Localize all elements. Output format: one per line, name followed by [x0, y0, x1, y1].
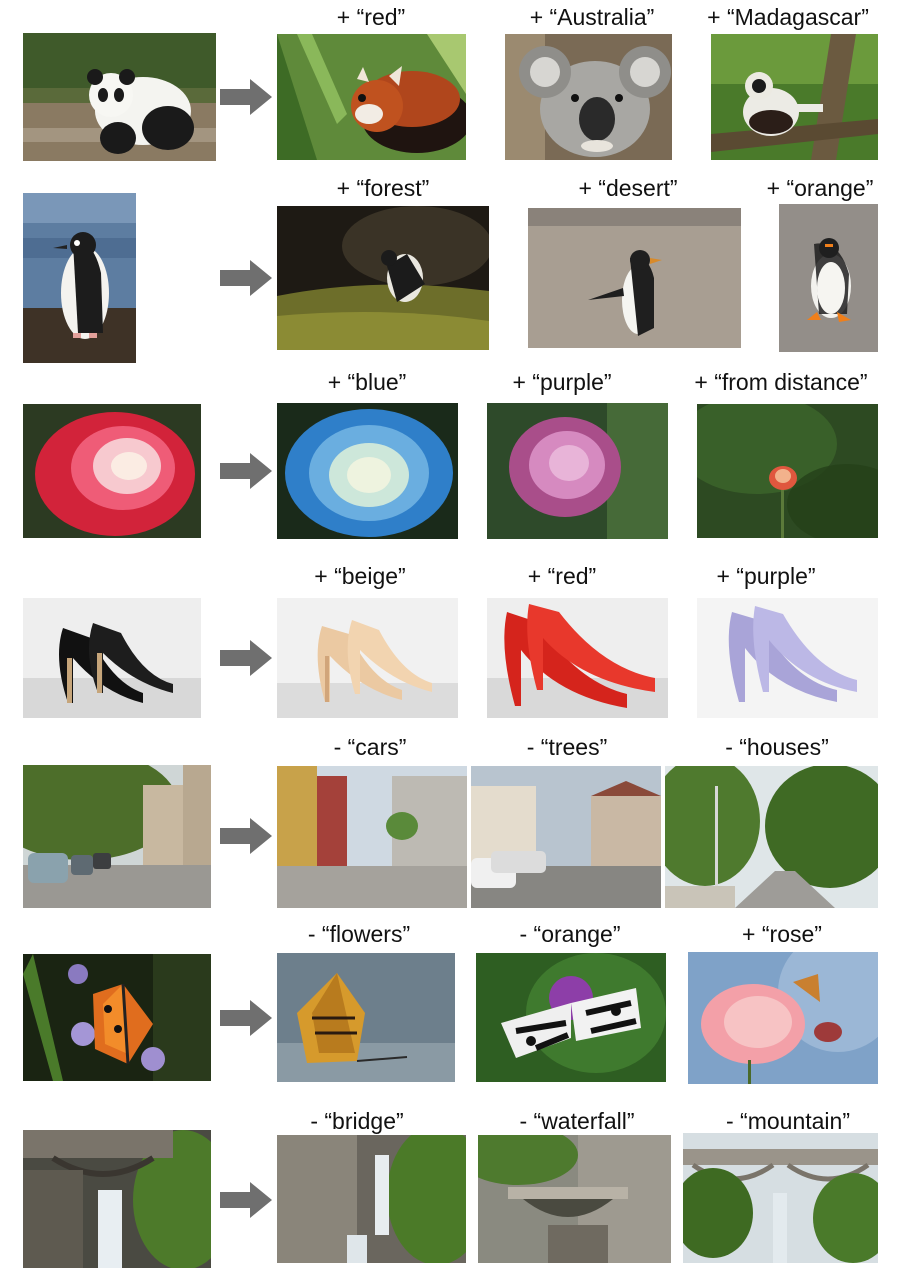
- edited-image-penguin-orange: [779, 204, 878, 352]
- arrow-icon: [220, 818, 272, 854]
- edit-label: + “Australia”: [529, 4, 655, 30]
- edited-image-bridge-stream: [683, 1133, 878, 1263]
- arrow-icon: [220, 1000, 272, 1036]
- edit-label: + “from distance”: [694, 369, 868, 395]
- edited-image-purple-rose: [487, 403, 668, 539]
- edit-label: + “beige”: [314, 563, 406, 589]
- edit-label: - “mountain”: [726, 1108, 850, 1134]
- edited-image-distant-rose: [697, 404, 878, 538]
- arrow-icon: [220, 79, 272, 115]
- edit-label: - “bridge”: [310, 1108, 404, 1134]
- edit-label: + “purple”: [512, 369, 612, 395]
- edit-label: - “cars”: [333, 734, 407, 760]
- source-image-waterfall-bridge: [23, 1130, 211, 1268]
- edited-image-lemur: [711, 34, 878, 160]
- edited-image-butterfly-bw: [476, 953, 666, 1082]
- edit-label: - “waterfall”: [519, 1108, 635, 1134]
- edited-image-street-no-trees: [471, 766, 661, 908]
- arrow-icon: [220, 1182, 272, 1218]
- edited-image-purple-heels: [697, 598, 878, 718]
- arrow-icon: [220, 453, 272, 489]
- source-image-street: [23, 765, 211, 908]
- edit-label: - “houses”: [725, 734, 829, 760]
- source-image-panda: [23, 33, 216, 161]
- arrow-icon: [220, 260, 272, 296]
- edited-image-beige-heels: [277, 598, 458, 718]
- source-image-butterfly: [23, 954, 211, 1081]
- edit-label: - “trees”: [526, 734, 608, 760]
- edited-image-red-panda: [277, 34, 466, 160]
- edited-image-street-no-cars: [277, 766, 467, 908]
- edit-label: + “Madagascar”: [707, 4, 869, 30]
- edited-image-waterfall: [277, 1135, 466, 1263]
- edit-label: - “orange”: [519, 921, 621, 947]
- edited-image-bridge-gorge: [478, 1135, 671, 1263]
- edited-image-blue-rose: [277, 403, 458, 539]
- edited-image-penguin-desert: [528, 208, 741, 348]
- edited-image-penguin-forest: [277, 206, 489, 350]
- edited-image-butterfly-water: [277, 953, 455, 1082]
- edited-image-road-no-houses: [665, 766, 878, 908]
- edit-label: + “red”: [336, 4, 406, 30]
- edit-label: + “forest”: [336, 175, 430, 201]
- edit-label: + “rose”: [742, 921, 822, 947]
- edit-label: - “flowers”: [307, 921, 411, 947]
- edited-image-butterfly-rose: [688, 952, 878, 1084]
- edit-label: + “red”: [527, 563, 597, 589]
- arrow-icon: [220, 640, 272, 676]
- source-image-black-heels: [23, 598, 201, 718]
- edited-image-red-heels: [487, 598, 668, 718]
- edit-label: + “orange”: [766, 175, 874, 201]
- source-image-rose: [23, 404, 201, 538]
- source-image-penguin: [23, 193, 136, 363]
- edit-label: + “desert”: [578, 175, 678, 201]
- edit-label: + “blue”: [327, 369, 407, 395]
- edited-image-koala: [505, 34, 672, 160]
- edit-label: + “purple”: [716, 563, 816, 589]
